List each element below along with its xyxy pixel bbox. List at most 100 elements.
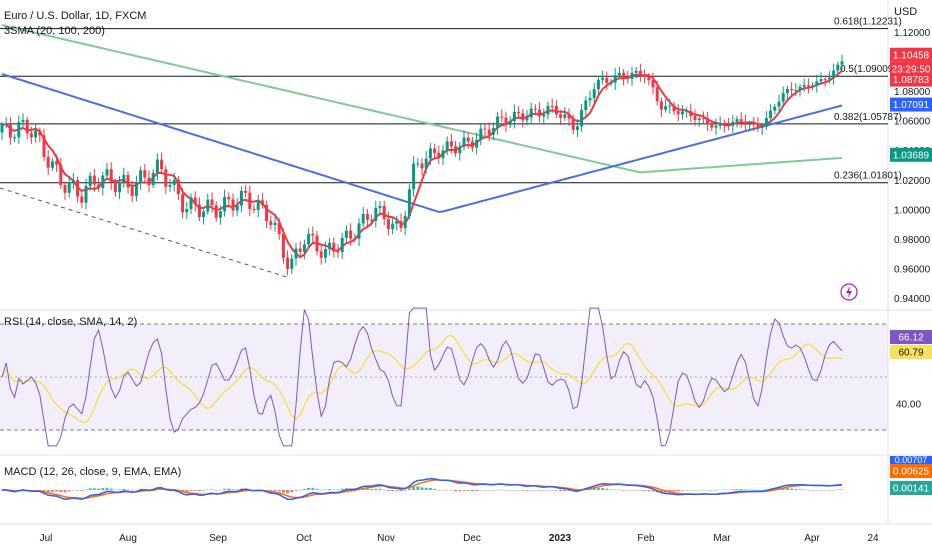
- macd-histogram-bar: [559, 490, 563, 492]
- candle-body: [546, 105, 550, 115]
- candle-body: [714, 125, 718, 128]
- candle-body: [756, 123, 760, 128]
- candle-body: [542, 114, 546, 117]
- macd-histogram-bar: [689, 490, 693, 491]
- macd-histogram-bar: [311, 487, 315, 490]
- candle-body: [743, 121, 747, 125]
- lightning-icon[interactable]: [840, 283, 858, 301]
- candle-body: [664, 106, 668, 110]
- macd-histogram-bar: [806, 489, 810, 491]
- macd-indicator-label[interactable]: MACD (12, 26, close, 9, EMA, EMA): [4, 466, 181, 478]
- candle-body: [458, 146, 462, 154]
- macd-histogram-bar: [420, 487, 424, 490]
- macd-histogram-bar: [42, 490, 46, 492]
- price-badge-label: 1.07091: [893, 100, 930, 111]
- macd-histogram-bar: [475, 490, 479, 492]
- macd-histogram-bar: [433, 488, 437, 490]
- macd-histogram-bar: [798, 489, 802, 490]
- macd-histogram-bar: [794, 489, 798, 490]
- candle-body: [168, 184, 172, 187]
- macd-histogram-bar: [596, 487, 600, 490]
- macd-histogram-bar: [714, 489, 718, 491]
- time-tick-label: Sep: [209, 533, 227, 544]
- candle-body: [71, 180, 75, 183]
- macd-histogram-bar: [122, 488, 126, 490]
- macd-histogram-bar: [554, 490, 558, 491]
- macd-histogram-bar: [67, 490, 71, 492]
- candle-body: [206, 199, 210, 212]
- macd-histogram-bar: [764, 489, 768, 490]
- candle-body: [181, 194, 185, 213]
- macd-histogram-bar: [609, 489, 613, 490]
- time-axis[interactable]: Jul Aug Sep Oct Nov Dec 2023 Feb Mar Apr 24: [40, 533, 879, 544]
- rsi-indicator-label[interactable]: RSI (14, close, SMA, 14, 2): [4, 316, 137, 328]
- candle-body: [147, 177, 151, 186]
- candle-body: [420, 163, 424, 169]
- candlesticks[interactable]: [0, 54, 844, 276]
- candle-body: [139, 170, 143, 183]
- macd-histogram-bar: [634, 490, 638, 491]
- candle-body: [630, 72, 634, 79]
- candle-body: [668, 105, 672, 107]
- candle-body: [680, 111, 684, 115]
- candle-body: [609, 82, 613, 84]
- macd-histogram-bar: [617, 489, 621, 491]
- candle-body: [214, 205, 218, 218]
- time-tick-label: Apr: [804, 533, 820, 544]
- macd-histogram-bar: [638, 490, 642, 491]
- candle-body: [319, 251, 323, 258]
- candle-body: [643, 75, 647, 77]
- macd-histogram-bar: [290, 490, 294, 493]
- macd-histogram-bar: [134, 489, 138, 491]
- macd-histogram-bar: [319, 489, 323, 491]
- macd-histogram-bar: [819, 490, 823, 491]
- macd-histogram-bar: [710, 490, 714, 491]
- macd-histogram-bar: [227, 488, 231, 490]
- candle-body: [710, 123, 714, 128]
- candle-body: [197, 204, 201, 218]
- macd-histogram-bar: [386, 490, 390, 492]
- candle-body: [760, 126, 764, 128]
- macd-histogram-bar: [832, 489, 836, 491]
- candle-body: [727, 124, 731, 126]
- candle-body: [777, 101, 781, 107]
- candle-body: [307, 233, 311, 245]
- price-badges: 1.10458 23:29:501.08783 1.07091 1.03689: [890, 47, 932, 162]
- candle-body: [433, 148, 437, 153]
- macd-histogram-bar: [491, 490, 495, 491]
- macd-histogram-bar: [412, 486, 416, 490]
- candle-body: [613, 75, 617, 83]
- macd-histogram-bar: [340, 488, 344, 490]
- candle-body: [470, 141, 474, 148]
- fib-level-label: 0.618(1.12231): [834, 17, 902, 28]
- sma-100-line: [1, 73, 843, 213]
- candle-body: [227, 196, 231, 200]
- price-badge-label: 23:29:50: [892, 64, 931, 75]
- macd-histogram-bar: [512, 490, 516, 491]
- macd-histogram-bar: [752, 489, 756, 491]
- macd-histogram-bar: [328, 489, 332, 490]
- candle-body: [739, 119, 743, 122]
- candle-body: [67, 182, 71, 193]
- candle-body: [42, 135, 46, 157]
- macd-histogram-bar: [454, 490, 458, 492]
- candle-body: [449, 141, 453, 147]
- candle-body: [290, 258, 294, 269]
- candle-body: [269, 221, 273, 225]
- price-badge-label: 1.08783: [893, 75, 930, 86]
- candle-body: [378, 205, 382, 209]
- candle-body: [815, 81, 819, 86]
- macd-histogram-bar: [50, 490, 54, 492]
- macd-histogram-bar: [546, 490, 550, 491]
- macd-histogram-bar: [521, 490, 525, 491]
- macd-histogram-bar: [92, 488, 96, 490]
- candle-body: [76, 180, 80, 197]
- candle-body: [231, 199, 235, 211]
- candle-body: [454, 146, 458, 154]
- candle-body: [256, 200, 260, 211]
- macd-histogram-bar: [470, 490, 474, 492]
- candle-body: [0, 124, 4, 133]
- sma-indicator-label[interactable]: 3SMA (20, 100, 200): [4, 25, 105, 37]
- macd-histogram-bar: [731, 489, 735, 490]
